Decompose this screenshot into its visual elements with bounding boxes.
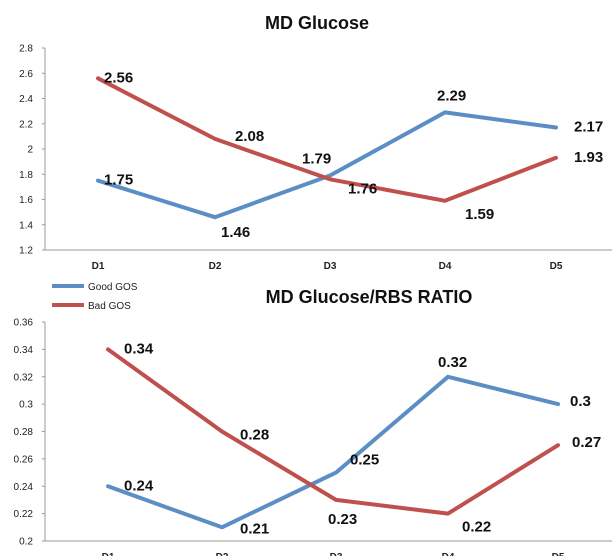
- data-label-good-gos: 0.25: [350, 452, 379, 469]
- chart-2: MD Glucose/RBS RATIO 0.2 0.22 0.24 0.26 0.28…: [14, 287, 612, 556]
- y-tick-label: 2: [27, 145, 33, 156]
- x-tick-label: D3: [324, 261, 337, 272]
- y-tick-label: 0.28: [14, 427, 34, 438]
- y-tick-label: 0.2: [19, 537, 33, 548]
- data-label-good-gos: 0.21: [240, 520, 269, 537]
- chart-1-title: MD Glucose: [265, 13, 369, 33]
- y-tick-label: 0.34: [14, 345, 34, 356]
- legend-label-bad-gos: Bad GOS: [88, 301, 131, 312]
- data-label-bad-gos: 0.28: [240, 427, 269, 444]
- y-tick-label: 0.26: [14, 454, 34, 465]
- data-label-good-gos: 2.29: [437, 87, 466, 104]
- y-tick-label: 2.6: [19, 69, 33, 80]
- x-tick-label: D5: [550, 261, 563, 272]
- data-label-good-gos: 1.79: [302, 151, 331, 168]
- y-tick-label: 1.4: [19, 220, 33, 231]
- chart-1: MD Glucose 1.2 1.4 1.6 1.8 2 2.2 2.4 2.6 2.8 D1 D…: [19, 13, 612, 272]
- y-tick-label: 2.2: [19, 119, 33, 130]
- y-tick-label: 0.36: [14, 318, 34, 329]
- data-label-bad-gos: 0.23: [328, 511, 357, 528]
- series-line-bad-gos: [106, 347, 560, 516]
- data-label-bad-gos: 0.22: [462, 519, 491, 536]
- x-tick-label: D4: [442, 552, 455, 556]
- data-label-bad-gos: 2.08: [235, 128, 264, 145]
- y-tick-label: 2.8: [19, 44, 33, 55]
- data-label-good-gos: 0.3: [570, 393, 591, 410]
- chart-2-title: MD Glucose/RBS RATIO: [266, 287, 473, 307]
- data-label-good-gos: 1.46: [221, 224, 250, 241]
- legend: Good GOS Bad GOS: [52, 282, 138, 312]
- data-label-good-gos: 2.17: [574, 119, 603, 136]
- data-label-bad-gos: 1.93: [574, 149, 603, 166]
- y-tick-label: 0.22: [14, 509, 34, 520]
- y-tick-label: 0.24: [14, 482, 34, 493]
- y-tick-label: 0.32: [14, 372, 34, 383]
- data-label-good-gos: 1.75: [104, 172, 133, 189]
- data-label-bad-gos: 1.59: [465, 206, 494, 223]
- x-tick-label: D1: [92, 261, 105, 272]
- x-tick-label: D3: [330, 552, 343, 556]
- y-tick-label: 0.3: [19, 400, 33, 411]
- x-tick-label: D2: [216, 552, 229, 556]
- series-line-good-gos: [96, 110, 558, 220]
- data-label-bad-gos: 2.56: [104, 69, 133, 86]
- x-tick-label: D1: [102, 552, 115, 556]
- x-tick-label: D4: [439, 261, 452, 272]
- x-tick-label: D2: [209, 261, 222, 272]
- x-tick-label: D5: [552, 552, 565, 556]
- data-label-bad-gos: 1.76: [348, 180, 377, 197]
- data-label-bad-gos: 0.27: [572, 434, 601, 451]
- data-label-good-gos: 0.32: [438, 354, 467, 371]
- y-tick-label: 1.8: [19, 170, 33, 181]
- y-tick-label: 2.4: [19, 94, 33, 105]
- y-tick-label: 1.2: [19, 246, 33, 257]
- series-line-good-gos: [106, 374, 560, 530]
- y-tick-label: 1.6: [19, 195, 33, 206]
- data-label-bad-gos: 0.34: [124, 340, 154, 357]
- legend-label-good-gos: Good GOS: [88, 282, 138, 293]
- series-line-bad-gos: [96, 76, 558, 203]
- data-label-good-gos: 0.24: [124, 477, 154, 494]
